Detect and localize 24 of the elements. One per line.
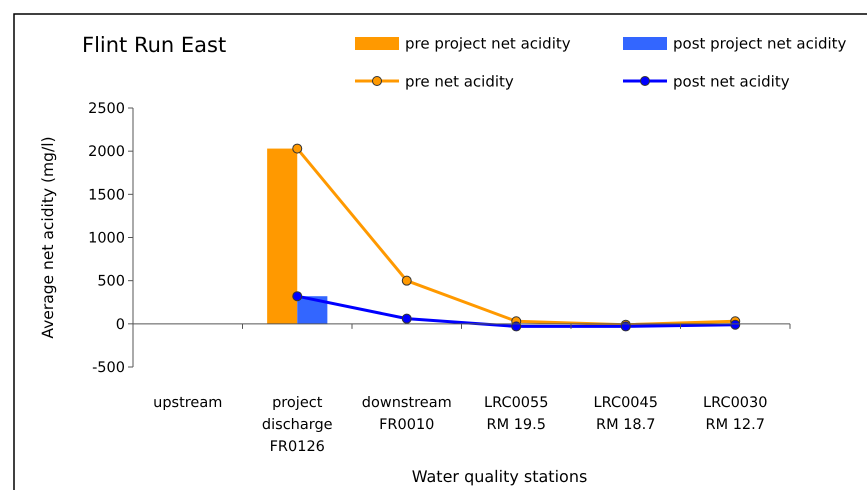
y-tick-label: 2000 bbox=[88, 144, 125, 160]
x-tick-label: downstream FR0010 bbox=[362, 395, 452, 433]
point bbox=[292, 144, 302, 154]
y-axis-title: Average net acidity (mg/l) bbox=[39, 136, 57, 339]
point bbox=[402, 314, 412, 324]
x-tick-label: LRC0055 RM 19.5 bbox=[484, 395, 548, 433]
legend-label: post project net acidity bbox=[673, 34, 847, 52]
legend-label: pre project net acidity bbox=[405, 34, 571, 52]
x-axis-title: Water quality stations bbox=[412, 467, 588, 486]
y-tick-label: 2500 bbox=[88, 101, 125, 118]
x-tick-label: upstream bbox=[153, 395, 222, 411]
chart-title: Flint Run East bbox=[82, 33, 226, 57]
legend-label: pre net acidity bbox=[405, 72, 514, 90]
y-tick-label: 500 bbox=[97, 274, 125, 290]
x-tick-label: project discharge FR0126 bbox=[262, 395, 333, 455]
y-tick-label: 1500 bbox=[88, 187, 125, 204]
y-tick-label: 1000 bbox=[88, 230, 125, 247]
y-tick-label: 0 bbox=[116, 316, 125, 333]
x-tick-label: LRC0030 RM 12.7 bbox=[703, 395, 768, 433]
x-tick-label: LRC0045 RM 18.7 bbox=[594, 395, 658, 433]
point bbox=[292, 291, 302, 302]
legend-label: post net acidity bbox=[673, 72, 790, 90]
point bbox=[402, 276, 412, 286]
y-tick-label: -500 bbox=[92, 360, 125, 376]
